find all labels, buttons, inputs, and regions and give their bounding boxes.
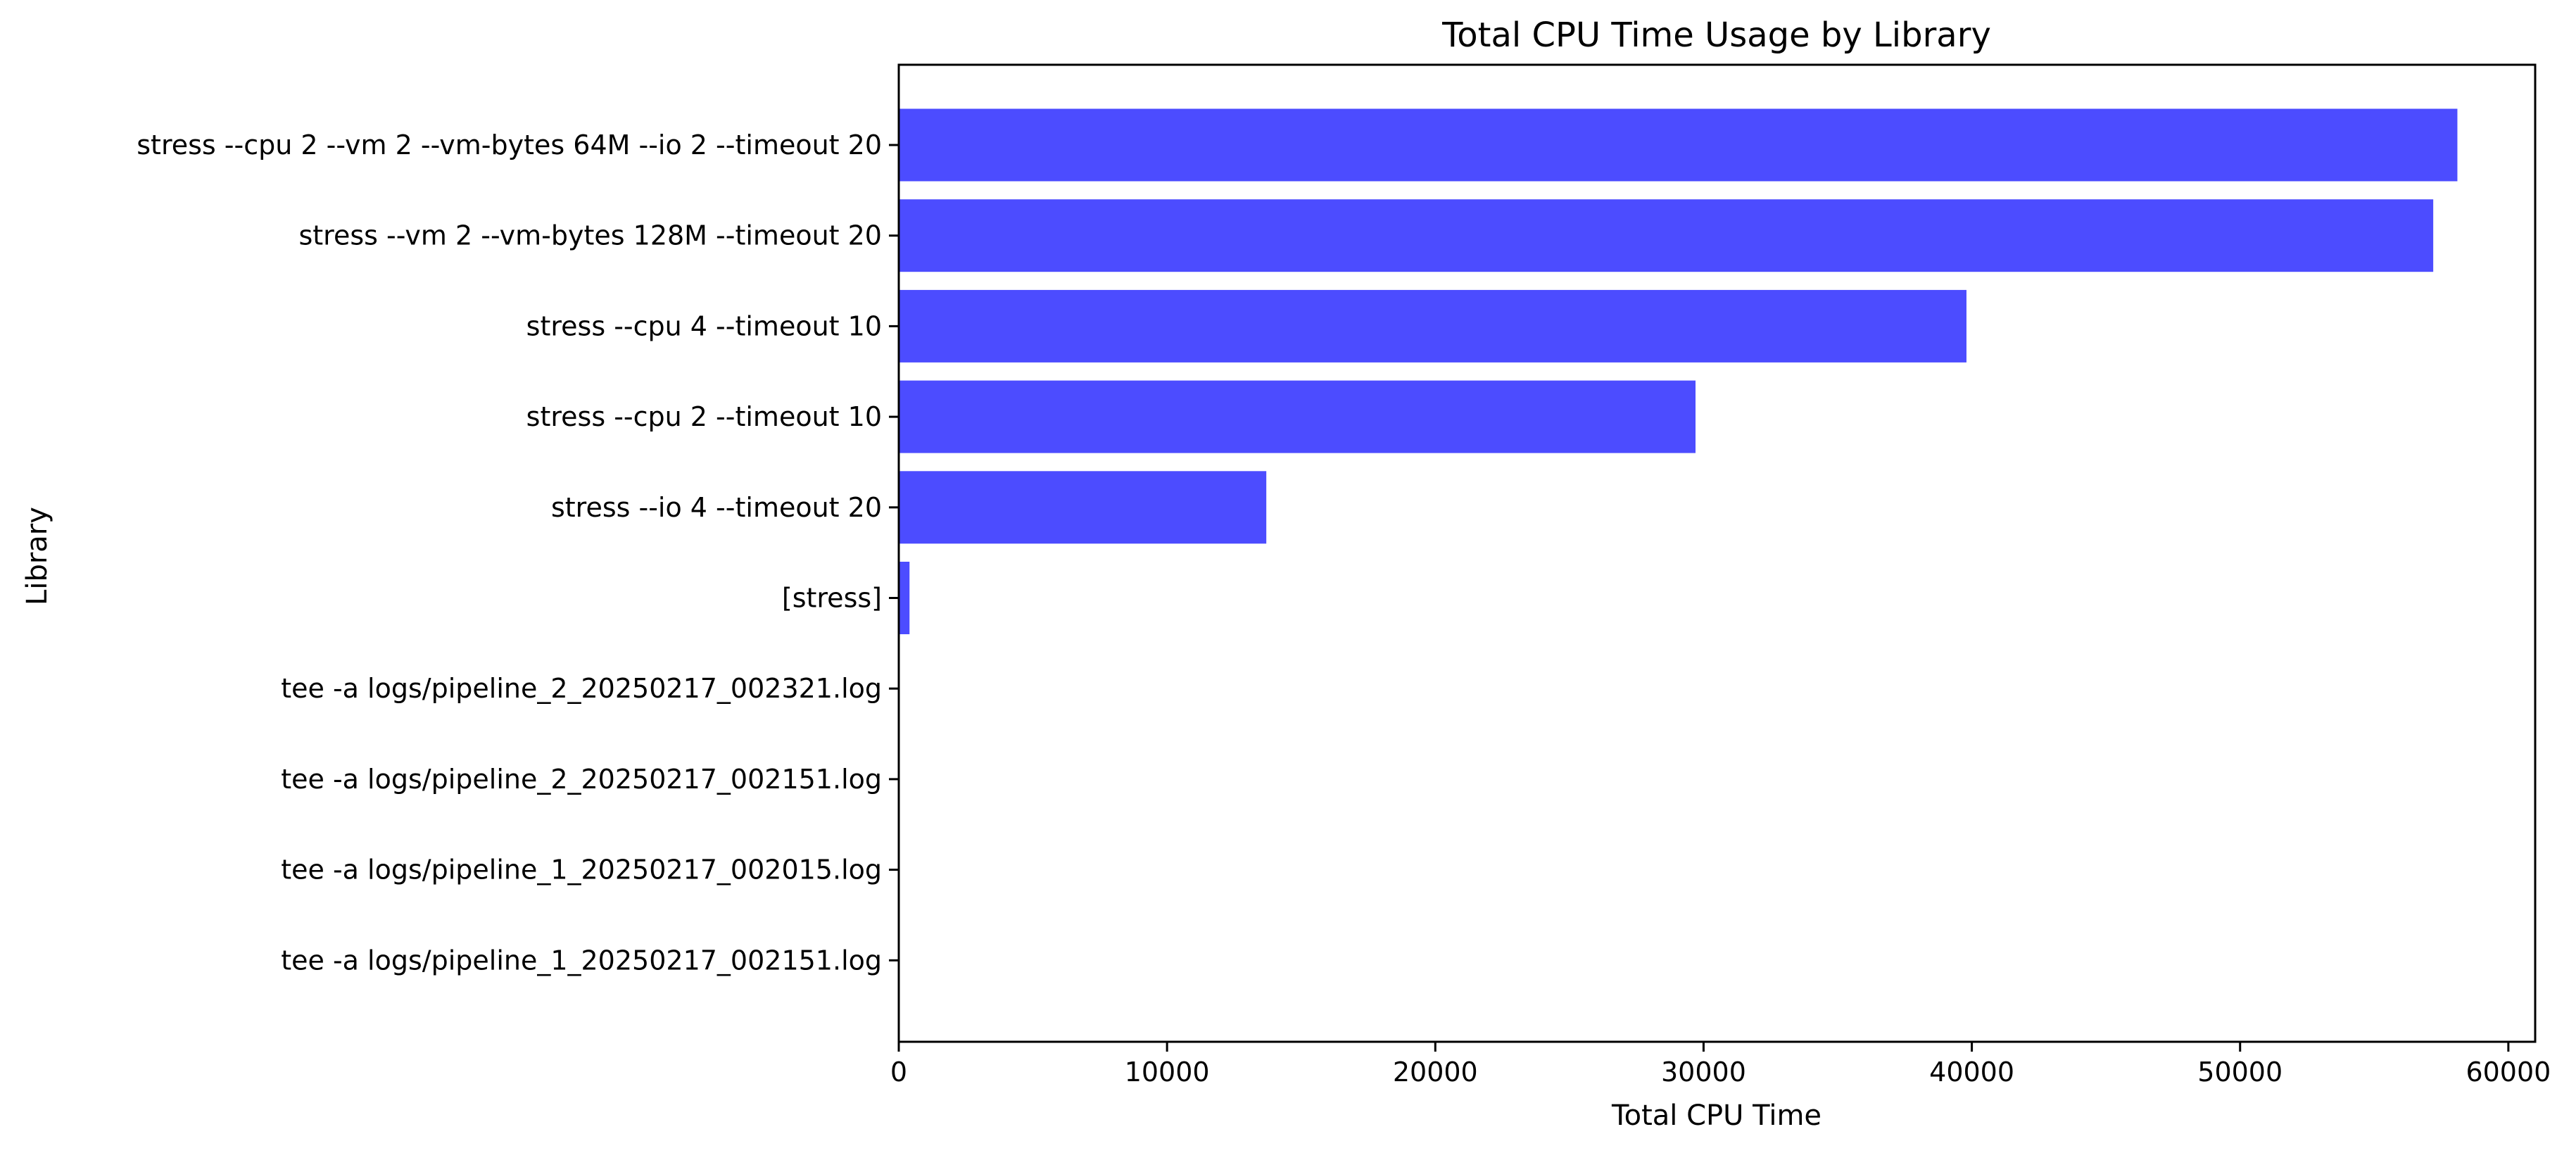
- y-tick-label: stress --vm 2 --vm-bytes 128M --timeout …: [298, 220, 882, 251]
- bar: [899, 199, 2434, 272]
- y-tick-label: tee -a logs/pipeline_1_20250217_002151.l…: [281, 945, 882, 976]
- y-tick-label: tee -a logs/pipeline_2_20250217_002151.l…: [281, 764, 882, 795]
- bar: [899, 380, 1696, 453]
- y-axis-label: Library: [21, 507, 53, 605]
- y-tick-label: tee -a logs/pipeline_2_20250217_002321.l…: [281, 673, 882, 704]
- x-tick-label: 20000: [1393, 1057, 1478, 1088]
- y-tick-label: stress --io 4 --timeout 20: [551, 492, 882, 523]
- x-tick-label: 0: [890, 1057, 907, 1088]
- x-axis-label: Total CPU Time: [1611, 1100, 1821, 1132]
- bar: [899, 562, 910, 634]
- chart-title: Total CPU Time Usage by Library: [1441, 15, 1991, 55]
- x-tick-label: 30000: [1661, 1057, 1746, 1088]
- bar: [899, 108, 2458, 182]
- y-axis-ticks: stress --cpu 2 --vm 2 --vm-bytes 64M --i…: [137, 130, 899, 976]
- bar: [899, 471, 1267, 544]
- x-tick-label: 10000: [1125, 1057, 1210, 1088]
- y-tick-label: [stress]: [782, 583, 882, 614]
- y-tick-label: stress --cpu 4 --timeout 10: [526, 310, 882, 341]
- x-tick-label: 50000: [2197, 1057, 2283, 1088]
- bars-group: [899, 108, 2458, 634]
- x-tick-label: 40000: [1929, 1057, 2014, 1088]
- bar: [899, 289, 1966, 363]
- plot-area-frame: [897, 63, 2537, 1043]
- y-tick-label: stress --cpu 2 --timeout 10: [526, 401, 882, 432]
- x-axis-ticks: 0 10000 20000 30000 40000 50000 60000: [890, 1042, 2551, 1088]
- y-tick-label: tee -a logs/pipeline_1_20250217_002015.l…: [281, 855, 882, 886]
- x-tick-label: 60000: [2465, 1057, 2551, 1088]
- y-tick-label: stress --cpu 2 --vm 2 --vm-bytes 64M --i…: [137, 130, 882, 160]
